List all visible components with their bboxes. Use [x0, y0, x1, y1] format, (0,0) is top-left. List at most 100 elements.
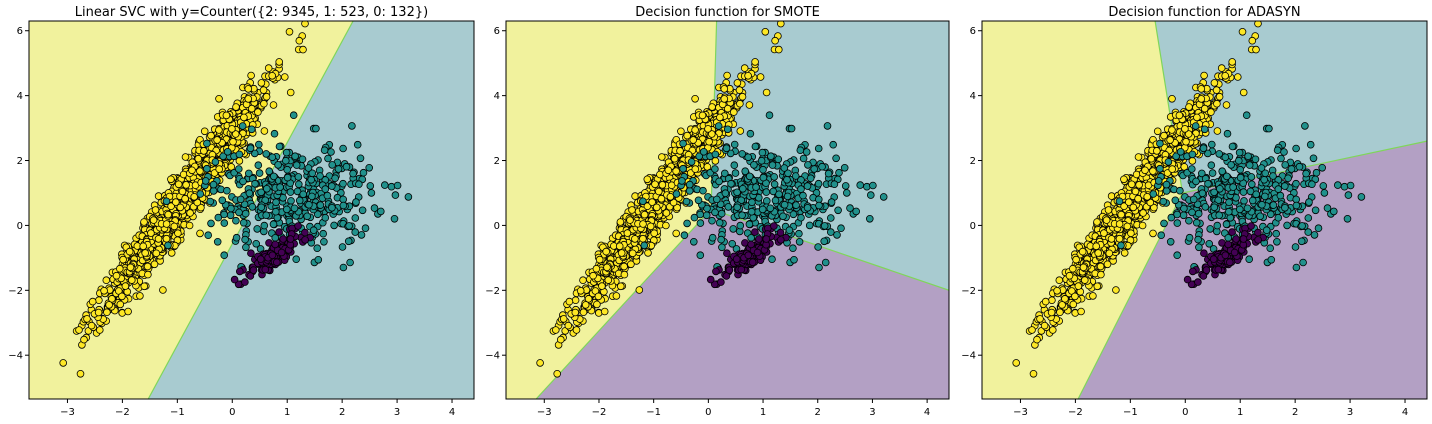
data-point-class-2	[673, 203, 681, 212]
data-point-class-2	[178, 187, 187, 196]
data-point-class-1	[304, 164, 313, 172]
data-point-class-1	[236, 195, 245, 204]
data-point-class-1	[203, 139, 211, 148]
data-point-class-2	[628, 249, 637, 258]
data-point-class-1	[265, 167, 274, 176]
data-point-class-0	[301, 228, 309, 237]
data-point-class-1	[799, 154, 808, 163]
data-point-class-1	[685, 180, 694, 189]
data-point-class-1	[791, 172, 800, 180]
data-point-class-1	[768, 161, 777, 169]
data-point-class-2	[150, 260, 159, 269]
data-point-class-1	[321, 185, 330, 193]
data-point-class-1	[355, 180, 363, 189]
data-point-class-1	[827, 198, 836, 206]
data-point-class-0	[256, 255, 265, 263]
data-point-class-2	[262, 92, 271, 101]
data-point-class-2	[579, 308, 588, 317]
data-point-class-1	[294, 180, 303, 189]
data-point-class-2	[651, 180, 659, 189]
data-point-class-1	[295, 196, 304, 205]
data-point-class-1	[292, 161, 301, 169]
data-point-class-1	[218, 196, 227, 205]
data-point-class-1	[252, 240, 261, 248]
data-point-class-1	[863, 182, 871, 191]
data-point-class-2	[144, 270, 152, 279]
data-point-class-2	[102, 276, 111, 285]
data-point-class-1	[790, 255, 798, 264]
data-point-class-1	[203, 164, 211, 173]
data-point-class-1	[695, 152, 703, 161]
data-point-class-2	[196, 229, 204, 238]
x-tick-label: 2	[815, 407, 821, 418]
data-point-class-1	[387, 182, 396, 191]
data-point-class-1	[241, 209, 250, 218]
data-point-class-1	[239, 218, 248, 227]
data-point-class-1	[820, 222, 829, 230]
data-point-class-2	[136, 292, 144, 300]
data-point-class-2	[589, 271, 597, 280]
data-point-class-2	[87, 321, 96, 330]
data-point-class-2	[116, 300, 125, 309]
plot-area	[506, 21, 949, 399]
data-point-class-1	[702, 211, 711, 220]
data-point-class-0	[747, 240, 755, 249]
y-tick-label: −4	[485, 351, 500, 362]
data-point-class-1	[327, 182, 336, 190]
data-point-class-2	[94, 308, 103, 317]
data-point-class-1	[683, 219, 691, 228]
data-point-class-2	[615, 242, 624, 251]
data-point-class-2	[691, 165, 700, 173]
data-point-class-2	[738, 92, 747, 101]
data-point-class-2	[556, 335, 565, 344]
data-point-class-1	[795, 229, 803, 238]
data-point-class-1	[209, 180, 218, 189]
data-point-class-2	[260, 127, 269, 135]
data-point-class-1	[814, 144, 823, 153]
data-point-class-2	[23, 408, 30, 415]
data-point-class-2	[75, 326, 83, 334]
data-point-class-2	[151, 206, 160, 214]
data-point-class-2	[683, 131, 691, 140]
data-point-class-1	[366, 182, 375, 190]
data-point-class-2	[118, 292, 126, 301]
data-point-class-1	[255, 169, 264, 177]
data-point-class-1	[696, 219, 705, 227]
data-point-class-2	[215, 126, 223, 134]
data-point-class-1	[269, 220, 278, 229]
data-point-class-1	[736, 221, 745, 230]
data-point-class-1	[815, 201, 823, 210]
x-tick-label: 0	[705, 407, 711, 418]
data-point-class-0	[236, 267, 244, 276]
data-point-class-1	[211, 158, 220, 166]
data-point-class-2	[639, 220, 647, 228]
data-point-class-1	[220, 210, 228, 219]
data-point-class-1	[247, 125, 256, 134]
data-point-class-1	[358, 206, 367, 215]
data-point-class-2	[716, 113, 724, 122]
data-point-class-1	[806, 174, 815, 183]
data-point-class-2	[154, 235, 163, 243]
data-point-class-1	[376, 207, 385, 216]
data-point-class-1	[766, 204, 775, 213]
data-point-class-1	[750, 161, 758, 169]
data-point-class-2	[672, 229, 680, 238]
data-point-class-1	[716, 200, 725, 209]
data-point-class-1	[308, 192, 316, 201]
data-point-class-2	[1055, 276, 1064, 285]
data-point-class-1	[814, 243, 822, 251]
data-point-class-1	[797, 213, 805, 222]
data-point-class-2	[125, 247, 134, 256]
data-point-class-1	[257, 188, 265, 197]
data-point-class-2	[600, 307, 609, 316]
data-point-class-2	[571, 308, 580, 317]
data-point-class-1	[765, 111, 774, 119]
data-point-class-2	[240, 113, 248, 122]
data-point-class-1	[282, 148, 291, 157]
data-point-class-2	[182, 181, 190, 189]
data-point-class-2	[559, 315, 568, 323]
data-point-class-1	[254, 161, 263, 170]
data-point-class-0	[279, 235, 287, 243]
data-point-class-2	[603, 263, 611, 272]
data-point-class-2	[247, 71, 255, 80]
